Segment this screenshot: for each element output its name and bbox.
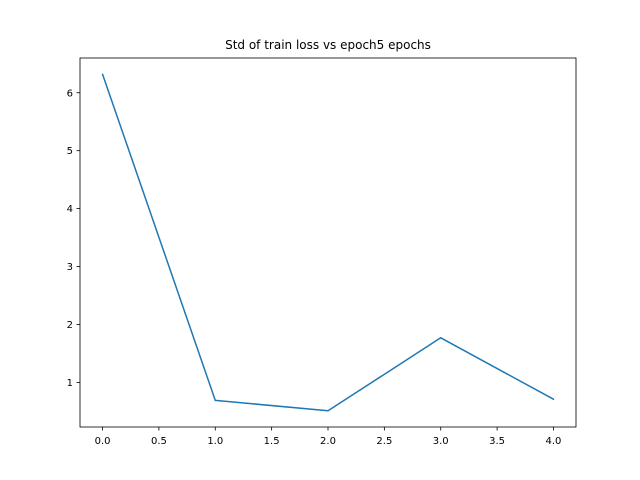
x-tick-label: 1.0	[207, 436, 223, 447]
axes-frame	[79, 57, 577, 428]
plot-area: 0.0 0.5 1.0 1.5 2.0 2.5 3.0 3.5 4.0 1 2 3 4 5 6	[67, 73, 562, 447]
x-tick-label: 4.0	[546, 436, 562, 447]
y-tick-label: 3	[67, 262, 73, 273]
x-tick-label: 0.0	[95, 436, 111, 447]
chart-title: Std of train loss vs epoch5 epochs	[225, 38, 431, 52]
x-tick-label: 0.5	[151, 436, 167, 447]
x-tick-label: 3.0	[433, 436, 449, 447]
x-tick-label: 2.0	[320, 436, 336, 447]
x-tick-label: 2.5	[376, 436, 392, 447]
y-tick-label: 2	[67, 320, 73, 331]
data-point	[101, 73, 104, 75]
y-tick-label: 5	[67, 146, 73, 157]
y-tick-label: 6	[67, 88, 73, 99]
data-point	[214, 399, 217, 402]
y-tick-label: 1	[67, 378, 73, 389]
data-point	[552, 398, 555, 400]
data-point	[327, 410, 329, 412]
data-point	[439, 337, 442, 339]
y-tick-label: 4	[67, 204, 73, 215]
x-tick-label: 3.5	[489, 436, 505, 447]
x-tick-label: 1.5	[264, 436, 280, 447]
